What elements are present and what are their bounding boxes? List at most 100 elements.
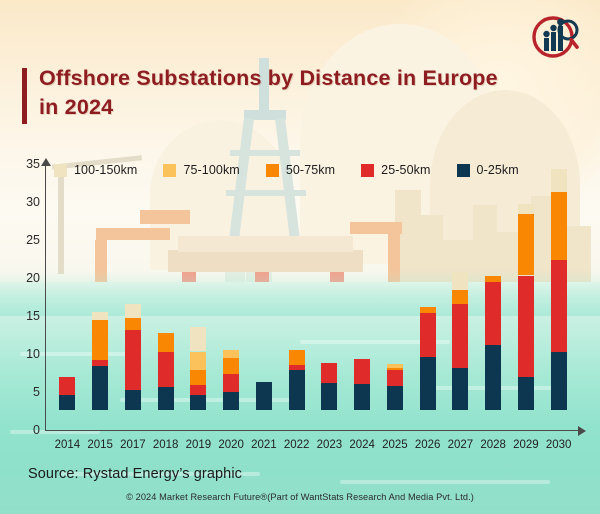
y-axis-tick-label: 10	[26, 347, 40, 361]
bar-segment-0-25km[interactable]	[550, 352, 567, 410]
bar-column[interactable]	[485, 144, 502, 410]
bar-segment-0-25km[interactable]	[124, 390, 141, 410]
bar-segment-50-75km[interactable]	[419, 306, 436, 313]
y-axis-tick-label: 20	[26, 271, 40, 285]
bar-column[interactable]	[190, 144, 207, 410]
bar-segment-25-50km[interactable]	[485, 282, 502, 346]
x-axis-tick-label: 2014	[54, 439, 81, 451]
bar-segment-25-50km[interactable]	[354, 359, 371, 385]
bar-segment-50-75km[interactable]	[517, 213, 534, 276]
bar-segment-75-100km[interactable]	[223, 349, 240, 358]
bar-segment-50-75km[interactable]	[157, 332, 174, 353]
bar-segment-0-25km[interactable]	[354, 384, 371, 410]
bar-column[interactable]	[321, 144, 338, 410]
bar-column[interactable]	[386, 144, 403, 410]
legend-swatch	[456, 163, 470, 177]
wave	[120, 398, 300, 402]
bar-segment-50-75km[interactable]	[386, 368, 403, 370]
bar-column[interactable]	[419, 144, 436, 410]
rig-tower	[226, 190, 306, 196]
legend-item[interactable]: 25-50km	[361, 163, 430, 177]
bar-segment-0-25km[interactable]	[419, 356, 436, 410]
wave	[10, 430, 100, 434]
bar-segment-0-25km[interactable]	[517, 377, 534, 410]
y-axis-tick-labels: 0 5 10 15 20 25 30 35	[4, 150, 40, 437]
x-axis-tick-label: 2023	[316, 439, 343, 451]
legend-label: 50-75km	[285, 163, 336, 177]
bar-segment-25-50km[interactable]	[124, 330, 141, 391]
bar-column[interactable]	[59, 144, 76, 410]
bar-segment-25-50km[interactable]	[157, 352, 174, 388]
legend-item[interactable]: 0-25km	[456, 163, 519, 177]
y-axis-tick-label: 15	[26, 309, 40, 323]
wave	[340, 480, 550, 484]
bar-segment-0-25km[interactable]	[321, 382, 338, 410]
bar-segment-25-50km[interactable]	[452, 303, 469, 369]
bar-segment-25-50km[interactable]	[550, 260, 567, 353]
bar-segment-25-50km[interactable]	[92, 359, 109, 366]
bar-segment-0-25km[interactable]	[92, 365, 109, 410]
bar-segment-0-25km[interactable]	[190, 394, 207, 410]
bar-segment-0-25km[interactable]	[59, 394, 76, 410]
bar-column[interactable]	[157, 144, 174, 410]
bar-segment-100-150km[interactable]	[92, 311, 109, 321]
legend-item[interactable]: 100-150km	[54, 163, 137, 177]
bar-segment-50-75km[interactable]	[452, 289, 469, 304]
bar-segment-50-75km[interactable]	[190, 369, 207, 385]
bar-segment-25-50km[interactable]	[190, 384, 207, 395]
bar-column[interactable]	[452, 144, 469, 410]
bar-column[interactable]	[92, 144, 109, 410]
wave	[300, 340, 450, 344]
legend-item[interactable]: 50-75km	[265, 163, 336, 177]
x-axis-arrow	[578, 426, 586, 436]
bar-segment-75-100km[interactable]	[386, 363, 403, 369]
rig-tower	[259, 58, 269, 118]
bar-segment-0-25km[interactable]	[485, 345, 502, 410]
legend-item[interactable]: 75-100km	[163, 163, 240, 177]
bar-column[interactable]	[354, 144, 371, 410]
bar-segment-100-150km[interactable]	[517, 204, 534, 214]
copyright-note: © 2024 Market Research Future®(Part of W…	[126, 492, 474, 502]
bar-column[interactable]	[517, 144, 534, 410]
wave	[60, 472, 260, 476]
bar-segment-50-75km[interactable]	[288, 349, 305, 366]
bar-segment-0-25km[interactable]	[452, 368, 469, 410]
bar-column[interactable]	[255, 144, 272, 410]
bar-segment-100-150km[interactable]	[452, 271, 469, 290]
bar-segment-50-75km[interactable]	[550, 191, 567, 261]
bar-segment-25-50km[interactable]	[419, 312, 436, 357]
bar-column[interactable]	[124, 144, 141, 410]
x-axis-tick-label: 2027	[447, 439, 474, 451]
bar-column[interactable]	[288, 144, 305, 410]
bar-segment-0-25km[interactable]	[386, 385, 403, 410]
bar-segment-100-150km[interactable]	[124, 303, 141, 319]
bar-column[interactable]	[550, 144, 567, 410]
bar-segment-25-50km[interactable]	[517, 275, 534, 378]
bar-segment-0-25km[interactable]	[288, 369, 305, 410]
bar-segment-25-50km[interactable]	[223, 374, 240, 392]
bar-segment-50-75km[interactable]	[485, 276, 502, 283]
rig-tower	[244, 110, 286, 120]
bar-segment-100-150km[interactable]	[550, 169, 567, 192]
bar-segment-25-50km[interactable]	[321, 362, 338, 383]
page-title-line1: Offshore Substations by Distance in Euro…	[39, 66, 498, 90]
title-block: Offshore Substations by Distance in Euro…	[22, 64, 498, 124]
x-axis-tick-label: 2029	[513, 439, 539, 451]
bar-segment-25-50km[interactable]	[288, 365, 305, 370]
x-axis-tick-label: 2021	[251, 439, 277, 451]
x-axis-tick-label: 2017	[120, 439, 146, 451]
x-axis-tick-label: 2022	[283, 439, 310, 451]
bar-segment-100-150km[interactable]	[190, 327, 207, 352]
bar-segment-25-50km[interactable]	[59, 376, 76, 395]
bar-column[interactable]	[223, 144, 240, 410]
bar-segment-50-75km[interactable]	[92, 320, 109, 360]
bar-segment-0-25km[interactable]	[255, 381, 272, 410]
bar-segment-0-25km[interactable]	[223, 391, 240, 410]
bar-segment-75-100km[interactable]	[190, 351, 207, 370]
bar-segment-0-25km[interactable]	[157, 387, 174, 410]
x-axis-tick-label: 2020	[218, 439, 244, 451]
bar-segment-50-75km[interactable]	[124, 318, 141, 331]
bar-segment-25-50km[interactable]	[386, 369, 403, 386]
bar-segment-50-75km[interactable]	[223, 357, 240, 375]
